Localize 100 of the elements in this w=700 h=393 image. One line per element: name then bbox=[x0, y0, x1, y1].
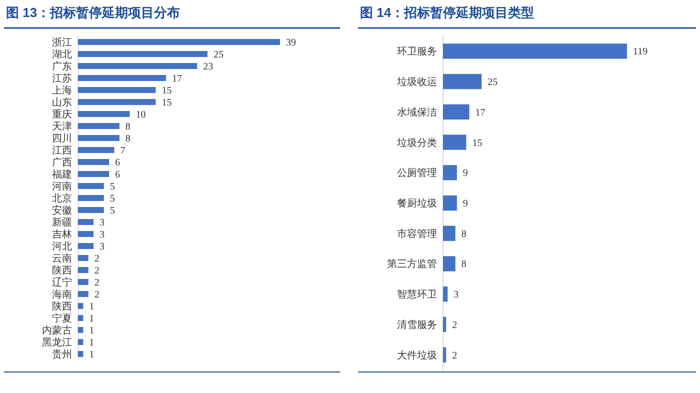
y-tick-label: 贵州 bbox=[52, 348, 72, 360]
y-tick-label: 云南 bbox=[52, 252, 72, 264]
data-label: 2 bbox=[452, 350, 458, 362]
bar bbox=[78, 315, 84, 321]
bar bbox=[78, 255, 88, 261]
y-tick-label: 天津 bbox=[52, 120, 72, 132]
data-label: 1 bbox=[89, 314, 94, 324]
data-label: 1 bbox=[89, 302, 94, 312]
y-tick-label: 江西 bbox=[52, 144, 72, 156]
data-label: 6 bbox=[115, 170, 120, 180]
bar bbox=[78, 135, 120, 141]
bar bbox=[78, 147, 114, 153]
y-tick-label: 河北 bbox=[52, 240, 72, 252]
bar bbox=[78, 351, 84, 357]
data-label: 6 bbox=[115, 158, 120, 168]
bar bbox=[78, 219, 94, 225]
bar bbox=[443, 74, 482, 90]
bar bbox=[78, 123, 120, 129]
y-tick-label: 重庆 bbox=[52, 108, 72, 120]
bar bbox=[78, 111, 130, 117]
data-label: 15 bbox=[162, 86, 172, 96]
data-label: 2 bbox=[452, 320, 458, 331]
y-tick-label: 广西 bbox=[52, 156, 72, 168]
y-tick-label: 广东 bbox=[52, 60, 72, 72]
data-label: 3 bbox=[100, 242, 105, 252]
y-tick-label: 陕西 bbox=[52, 264, 72, 276]
data-label: 8 bbox=[461, 259, 466, 270]
data-label: 17 bbox=[172, 74, 182, 84]
y-tick-label: 上海 bbox=[52, 84, 72, 96]
data-label: 25 bbox=[213, 50, 224, 60]
data-label: 2 bbox=[94, 266, 100, 276]
bar bbox=[78, 243, 94, 249]
data-label: 15 bbox=[472, 138, 482, 149]
y-tick-label: 第三方监管 bbox=[387, 258, 437, 270]
chart-title: 图 14：招标暂停延期项目类型 bbox=[360, 5, 534, 20]
y-tick-label: 海南 bbox=[52, 288, 72, 300]
y-tick-label: 福建 bbox=[52, 168, 72, 180]
data-label: 9 bbox=[462, 198, 468, 210]
bar bbox=[78, 159, 110, 165]
y-tick-label: 智慧环卫 bbox=[397, 288, 437, 301]
bar bbox=[78, 99, 156, 105]
bar bbox=[78, 267, 88, 273]
data-label: 119 bbox=[633, 46, 648, 58]
bar bbox=[78, 291, 88, 297]
bar bbox=[443, 347, 446, 362]
bar bbox=[78, 231, 94, 237]
y-tick-label: 市容管理 bbox=[397, 228, 437, 240]
data-label: 15 bbox=[162, 98, 172, 108]
y-tick-label: 垃圾分类 bbox=[396, 136, 437, 149]
data-label: 3 bbox=[100, 230, 105, 240]
y-tick-label: 江苏 bbox=[52, 72, 72, 84]
bar bbox=[78, 75, 166, 81]
bar bbox=[443, 286, 448, 302]
data-label: 8 bbox=[125, 122, 130, 132]
bar bbox=[443, 104, 470, 120]
y-tick-label: 公厕管理 bbox=[397, 167, 437, 180]
y-tick-label: 大件垃圾 bbox=[397, 349, 437, 362]
y-tick-label: 四川 bbox=[52, 132, 72, 144]
bar bbox=[443, 195, 457, 211]
data-label: 1 bbox=[89, 338, 94, 348]
bar bbox=[78, 303, 84, 309]
bar bbox=[78, 183, 104, 189]
data-label: 5 bbox=[110, 206, 115, 216]
y-tick-label: 餐厨垃圾 bbox=[397, 198, 437, 210]
y-tick-label: 环卫服务 bbox=[397, 46, 437, 58]
data-label: 7 bbox=[120, 146, 126, 156]
data-label: 3 bbox=[454, 290, 459, 301]
bar bbox=[78, 195, 104, 201]
data-label: 5 bbox=[110, 194, 115, 204]
bar bbox=[443, 44, 627, 59]
data-label: 10 bbox=[136, 110, 146, 120]
y-tick-label: 浙江 bbox=[52, 36, 72, 48]
bar bbox=[78, 171, 110, 177]
y-tick-label: 垃圾收运 bbox=[396, 76, 437, 88]
y-tick-label: 清雪服务 bbox=[397, 318, 437, 331]
y-tick-label: 宁夏 bbox=[52, 312, 72, 324]
data-label: 2 bbox=[94, 254, 100, 264]
y-tick-label: 新疆 bbox=[52, 216, 72, 228]
data-label: 1 bbox=[89, 350, 94, 360]
y-tick-label: 水域保洁 bbox=[397, 106, 437, 118]
y-tick-label: 湖北 bbox=[52, 48, 72, 60]
y-tick-label: 河南 bbox=[52, 180, 72, 192]
bar bbox=[78, 87, 156, 93]
bar bbox=[443, 316, 446, 332]
y-tick-label: 陕西 bbox=[52, 300, 72, 312]
data-label: 2 bbox=[94, 290, 100, 300]
data-label: 17 bbox=[475, 107, 486, 118]
bar bbox=[443, 165, 457, 180]
data-label: 25 bbox=[488, 77, 498, 88]
y-tick-label: 黑龙江 bbox=[42, 336, 72, 348]
data-label: 9 bbox=[462, 168, 468, 180]
bar bbox=[78, 63, 198, 69]
y-tick-label: 吉林 bbox=[52, 228, 72, 240]
y-tick-label: 辽宁 bbox=[52, 276, 72, 288]
y-tick-label: 内蒙古 bbox=[42, 324, 72, 336]
bar bbox=[78, 327, 84, 333]
y-tick-label: 山东 bbox=[52, 96, 72, 108]
data-label: 8 bbox=[461, 228, 466, 240]
data-label: 1 bbox=[89, 326, 94, 336]
data-label: 39 bbox=[286, 38, 296, 48]
